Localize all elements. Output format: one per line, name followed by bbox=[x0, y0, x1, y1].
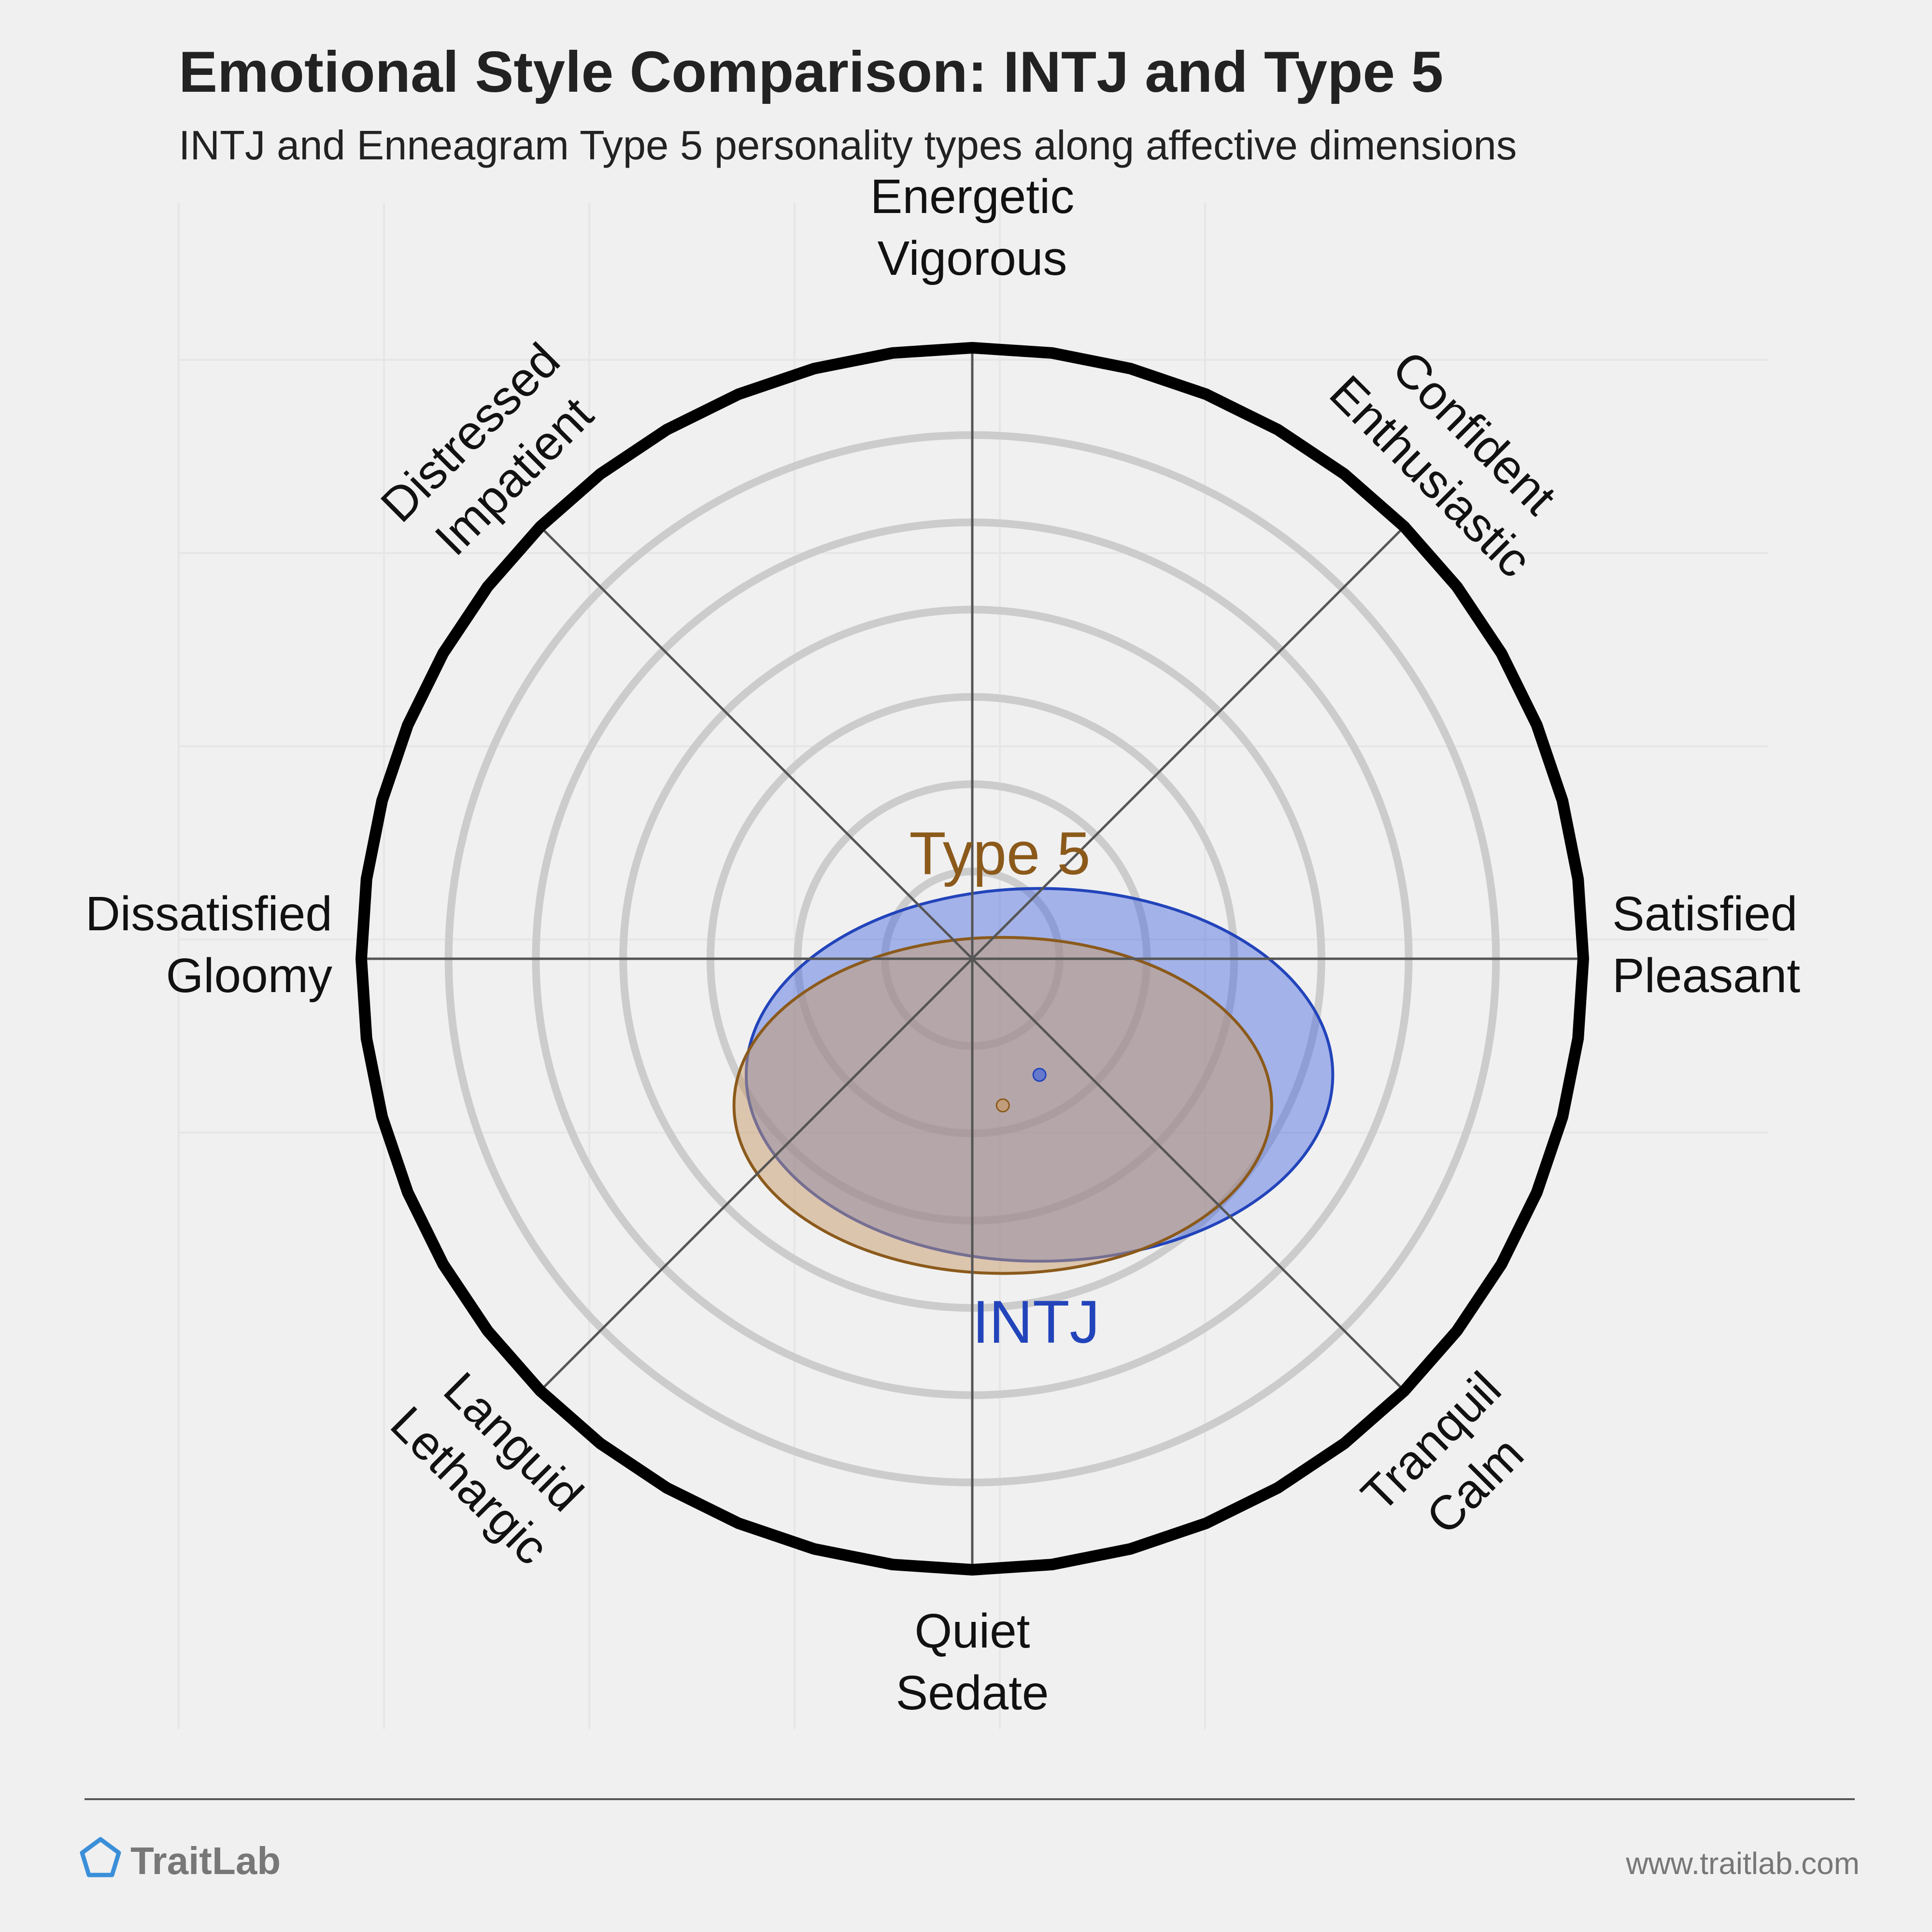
outer-boundary bbox=[355, 342, 1589, 1576]
axis-label-line: Vigorous bbox=[878, 231, 1067, 285]
series-label-intj: INTJ bbox=[972, 1289, 1100, 1356]
axis-label-line: Satisfied bbox=[1612, 887, 1798, 941]
axis-label-line: Quiet bbox=[914, 1604, 1030, 1658]
axis-spokes bbox=[361, 348, 1583, 1570]
footer-url: www.traitlab.com bbox=[1625, 1846, 1860, 1881]
axis-label-line: Pleasant bbox=[1612, 949, 1800, 1003]
axis-label-line: Gloomy bbox=[166, 949, 332, 1003]
axis-label-satisfied: Satisfied Pleasant bbox=[1612, 887, 1800, 1003]
series-areas bbox=[732, 887, 1335, 1275]
axis-label-line: Energetic bbox=[870, 170, 1074, 224]
chart-subtitle: INTJ and Enneagram Type 5 personality ty… bbox=[179, 123, 1517, 169]
series-center-intj bbox=[1032, 1067, 1047, 1082]
series-center-type-5 bbox=[995, 1098, 1010, 1113]
series-labels: INTJ Type 5 bbox=[909, 820, 1100, 1356]
axis-label-quiet: Quiet Sedate bbox=[896, 1604, 1049, 1720]
axis-label-line: Dissatisfied bbox=[85, 887, 332, 941]
axis-label-line: Sedate bbox=[896, 1666, 1049, 1720]
series-centers bbox=[995, 1067, 1047, 1113]
chart-title: Emotional Style Comparison: INTJ and Typ… bbox=[179, 40, 1443, 104]
traitlab-logo-icon bbox=[80, 1837, 121, 1877]
series-label-type-5: Type 5 bbox=[909, 820, 1090, 887]
footer-brand: TraitLab bbox=[130, 1839, 281, 1882]
axis-label-energetic: Energetic Vigorous bbox=[870, 170, 1074, 285]
axis-label-dissatisfied: Dissatisfied Gloomy bbox=[85, 887, 332, 1003]
outer-ring bbox=[355, 342, 1589, 1576]
axis-spoke bbox=[539, 526, 1406, 1392]
